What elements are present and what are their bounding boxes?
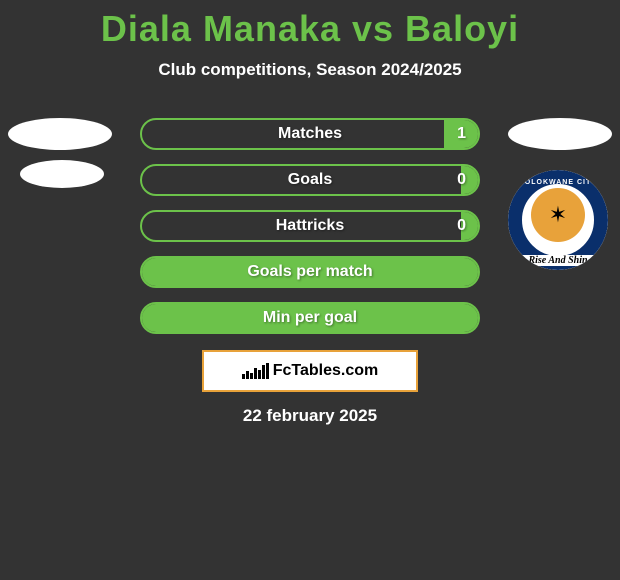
stat-rows: Matches 1 Goals 0 Hattricks 0 Goals per … bbox=[140, 118, 480, 334]
stat-label: Min per goal bbox=[263, 309, 357, 327]
stat-min-per-goal: Min per goal bbox=[140, 302, 480, 334]
stat-label: Goals per match bbox=[247, 263, 372, 281]
stat-label: Goals bbox=[288, 171, 332, 189]
stat-hattricks: Hattricks 0 bbox=[140, 210, 480, 242]
team-logo: POLOKWANE CITY ✶ Rise And Shin bbox=[508, 170, 608, 270]
stat-value: 1 bbox=[457, 125, 466, 143]
stat-label: Hattricks bbox=[276, 217, 344, 235]
brand-chart-icon bbox=[242, 363, 269, 379]
stat-value: 0 bbox=[457, 171, 466, 189]
badge-ellipse bbox=[508, 118, 612, 150]
badge-ellipse bbox=[20, 160, 104, 188]
right-badges: POLOKWANE CITY ✶ Rise And Shin bbox=[508, 118, 612, 270]
logo-icon: ✶ bbox=[549, 202, 567, 228]
brand-box: FcTables.com bbox=[202, 350, 418, 392]
stats-area: POLOKWANE CITY ✶ Rise And Shin Matches 1… bbox=[0, 118, 620, 426]
logo-bottom-text: Rise And Shin bbox=[518, 255, 598, 266]
stat-goals-per-match: Goals per match bbox=[140, 256, 480, 288]
date-line: 22 february 2025 bbox=[0, 406, 620, 426]
subtitle: Club competitions, Season 2024/2025 bbox=[0, 60, 620, 80]
logo-top-text: POLOKWANE CITY bbox=[519, 179, 597, 186]
brand-text: FcTables.com bbox=[242, 362, 379, 380]
stat-label: Matches bbox=[278, 125, 342, 143]
brand-label: FcTables.com bbox=[273, 362, 379, 380]
badge-ellipse bbox=[8, 118, 112, 150]
stat-matches: Matches 1 bbox=[140, 118, 480, 150]
stat-value: 0 bbox=[457, 217, 466, 235]
page-title: Diala Manaka vs Baloyi bbox=[0, 0, 620, 50]
left-badges bbox=[8, 118, 112, 188]
logo-center: ✶ bbox=[531, 188, 585, 242]
stat-goals: Goals 0 bbox=[140, 164, 480, 196]
